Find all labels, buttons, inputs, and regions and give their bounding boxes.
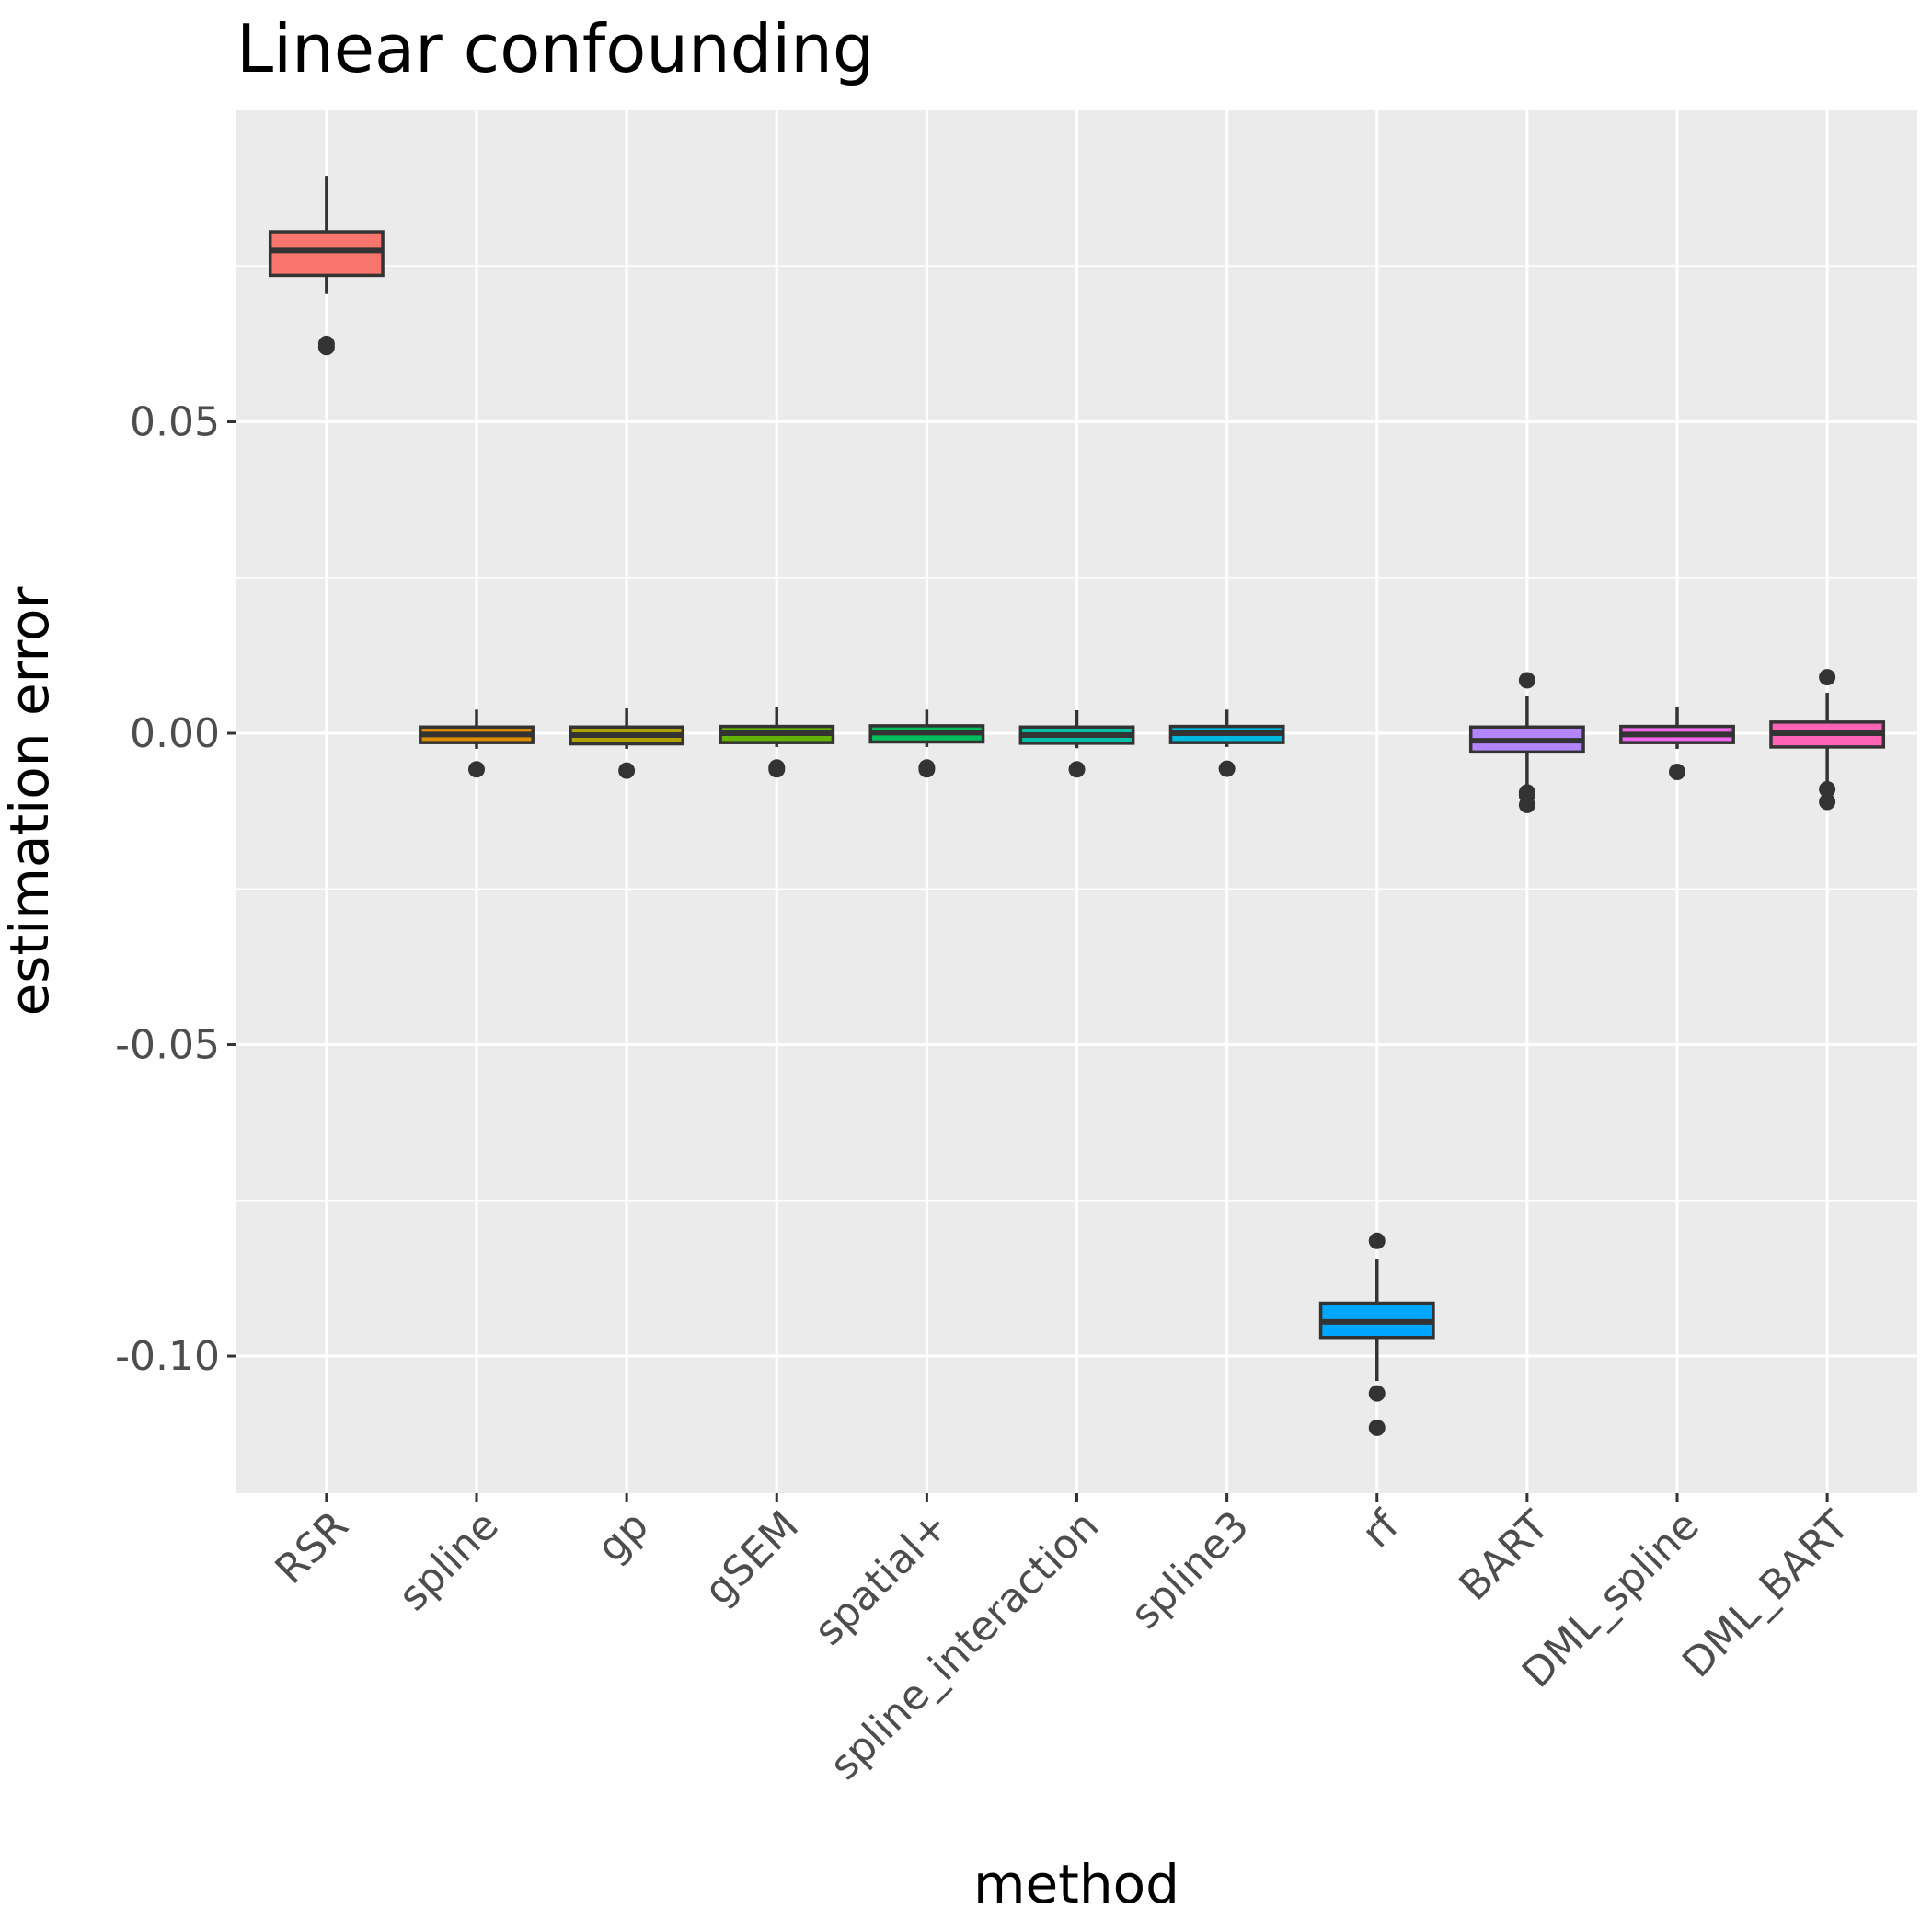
y-tick-label: 0.05 [130,399,220,446]
outlier-point [1218,760,1236,777]
box-spline-interaction [1018,709,1135,778]
x-tick-label-rf: rf [1353,1501,1409,1558]
box-dml-spline [1619,707,1735,781]
outlier-point [1669,764,1685,781]
outlier-point [1068,761,1086,778]
x-tick-label-gp: gp [588,1502,658,1572]
box-rsr [268,176,385,356]
x-tick-label-spatial-: spatial+ [805,1502,958,1655]
chart-title: Linear confounding [236,10,875,87]
y-tick-label: -0.05 [115,1022,220,1069]
outlier-point [618,762,636,779]
box-bart [1468,672,1585,813]
y-axis-title: estimation error [0,586,61,1016]
x-tick-label-spline-interaction: spline_interaction [821,1502,1108,1789]
outlier-point [1518,796,1535,813]
outlier-point [317,339,335,356]
x-axis: RSR spline gp gSEMspatial+spline_interactio… [267,1493,1858,1789]
box-gsem [719,707,835,778]
outlier-point [768,761,786,778]
outlier-point [1819,780,1836,798]
outlier-point [468,761,485,778]
box-spline [419,709,535,778]
box-gp [569,707,685,779]
y-axis: -0.10 -0.05 0.00 0.05 [115,399,236,1380]
x-tick-label-spline3: spline3 [1121,1502,1258,1639]
outlier-point [1518,672,1535,689]
box-dml-bart [1769,669,1886,811]
iqr-box [268,230,385,278]
box-layer [268,176,1886,1436]
y-tick-label: 0.00 [130,710,220,757]
x-tick-label-rsr: RSR [267,1502,358,1593]
outlier-point [1368,1385,1386,1402]
outlier-point [1368,1232,1386,1249]
x-tick-label-gsem: gSEM [696,1502,808,1615]
outlier-point [1819,793,1836,811]
outlier-point [1819,669,1836,686]
box-rf [1318,1232,1435,1436]
outlier-point [1368,1419,1386,1436]
x-axis-title: method [973,1853,1179,1915]
y-tick-label: -0.10 [115,1333,220,1380]
box-spatial- [868,709,985,778]
outlier-point [918,761,936,778]
x-tick-label-spline: spline [390,1502,508,1620]
box-spline3 [1168,709,1285,777]
x-tick-label-bart: BART [1451,1502,1558,1610]
